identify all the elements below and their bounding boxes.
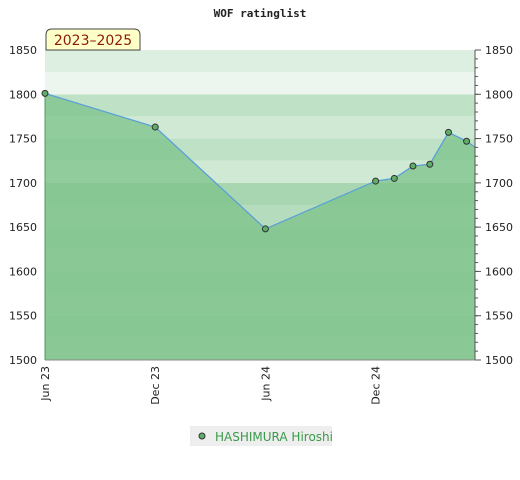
y-tick-label-left: 1800 (9, 88, 37, 101)
y-tick-label-left: 1500 (9, 354, 37, 367)
period-badge-label: 2023–2025 (54, 33, 132, 49)
y-tick-label-left: 1550 (9, 310, 37, 323)
data-point[interactable] (261, 225, 269, 233)
y-tick-label-right: 1800 (485, 88, 513, 101)
data-point[interactable] (151, 123, 159, 131)
x-tick-label: Jun 23 (39, 366, 52, 402)
y-tick-label-right: 1650 (485, 221, 513, 234)
series-line (44, 92, 476, 230)
series-area (45, 93, 475, 361)
x-tick-label: Dec 23 (149, 366, 162, 405)
y-tick-label-right: 1550 (485, 310, 513, 323)
background-band (45, 94, 475, 117)
background-band (45, 72, 475, 95)
y-tick-label-left: 1600 (9, 265, 37, 278)
legend-marker (198, 432, 206, 440)
x-tick-label: Dec 24 (370, 366, 383, 405)
data-point[interactable] (463, 137, 471, 145)
legend-label: HASHIMURA Hiroshi (215, 430, 333, 444)
data-point[interactable] (426, 160, 434, 168)
y-tick-label-right: 1600 (485, 265, 513, 278)
y-tick-label-left: 1700 (9, 177, 37, 190)
background-band (45, 50, 475, 73)
data-points-layer (41, 89, 471, 233)
legend[interactable]: HASHIMURA Hiroshi (190, 426, 333, 446)
y-tick-label-right: 1750 (485, 133, 513, 146)
data-point[interactable] (41, 89, 49, 97)
y-tick-label-left: 1650 (9, 221, 37, 234)
y-tick-label-left: 1850 (9, 44, 37, 57)
area-fill-layer (44, 93, 475, 361)
data-point[interactable] (390, 174, 398, 182)
y-tick-label-left: 1750 (9, 133, 37, 146)
y-tick-label-right: 1850 (485, 44, 513, 57)
series-line-layer (44, 92, 476, 230)
y-tick-label-right: 1500 (485, 354, 513, 367)
x-tick-label: Jun 24 (259, 366, 272, 402)
data-point[interactable] (409, 162, 417, 170)
axes-layer: 1500 1500 1550 1550 1600 1600 1650 1650 1700 1700… (9, 44, 513, 405)
data-point[interactable] (445, 128, 453, 136)
y-tick-label-right: 1700 (485, 177, 513, 190)
data-point[interactable] (372, 177, 380, 185)
chart-title: WOF ratinglist (214, 7, 307, 20)
period-badge: 2023–2025 (45, 28, 141, 51)
